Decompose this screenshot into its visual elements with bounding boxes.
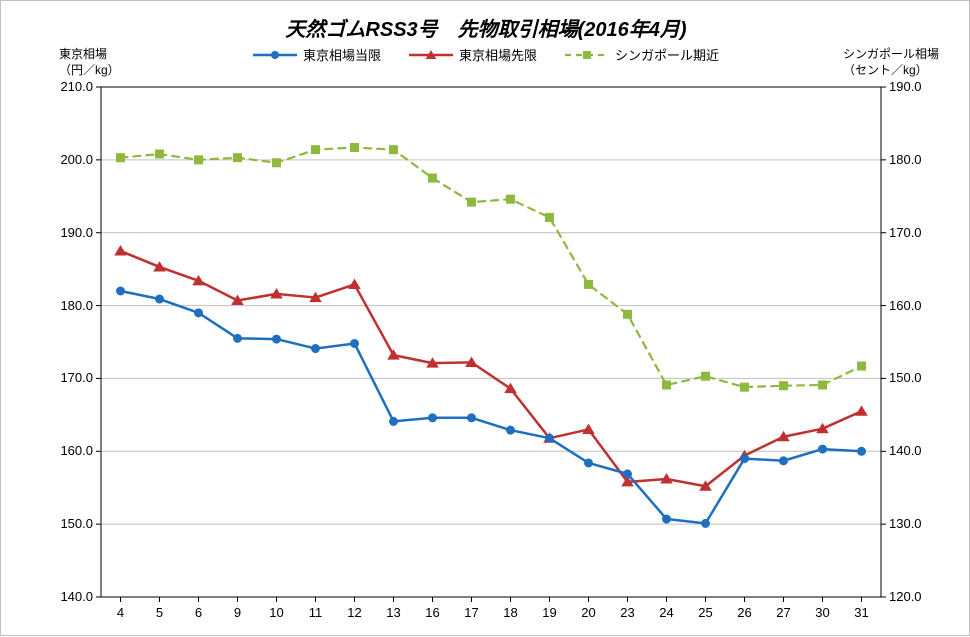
x-tick-label: 16: [418, 605, 448, 620]
y-right-tick-label: 150.0: [889, 370, 939, 385]
y-right-tick-label: 180.0: [889, 152, 939, 167]
x-tick-label: 10: [262, 605, 292, 620]
x-tick-label: 31: [847, 605, 877, 620]
x-tick-label: 20: [574, 605, 604, 620]
x-tick-label: 19: [535, 605, 565, 620]
y-right-tick-label: 160.0: [889, 298, 939, 313]
y-left-tick-label: 210.0: [43, 79, 93, 94]
chart-container: 天然ゴムRSS3号 先物取引相場(2016年4月) 東京相場 （円／kg） シン…: [0, 0, 970, 636]
series-line-singapore: [121, 147, 862, 387]
plot-area: [1, 1, 970, 637]
y-left-tick-label: 200.0: [43, 152, 93, 167]
x-tick-label: 6: [184, 605, 214, 620]
series-line-tokyo_togen: [121, 291, 862, 523]
x-tick-label: 12: [340, 605, 370, 620]
x-tick-label: 4: [106, 605, 136, 620]
x-tick-label: 30: [808, 605, 838, 620]
y-right-tick-label: 190.0: [889, 79, 939, 94]
x-tick-label: 25: [691, 605, 721, 620]
y-right-tick-label: 120.0: [889, 589, 939, 604]
x-tick-label: 17: [457, 605, 487, 620]
x-tick-label: 13: [379, 605, 409, 620]
y-right-tick-label: 170.0: [889, 225, 939, 240]
x-tick-label: 26: [730, 605, 760, 620]
y-right-tick-label: 130.0: [889, 516, 939, 531]
x-tick-label: 23: [613, 605, 643, 620]
x-tick-label: 5: [145, 605, 175, 620]
y-left-tick-label: 180.0: [43, 298, 93, 313]
y-left-tick-label: 190.0: [43, 225, 93, 240]
y-left-tick-label: 170.0: [43, 370, 93, 385]
y-right-tick-label: 140.0: [889, 443, 939, 458]
y-left-tick-label: 150.0: [43, 516, 93, 531]
y-left-tick-label: 160.0: [43, 443, 93, 458]
y-left-tick-label: 140.0: [43, 589, 93, 604]
x-tick-label: 24: [652, 605, 682, 620]
x-tick-label: 18: [496, 605, 526, 620]
x-tick-label: 11: [301, 605, 331, 620]
x-tick-label: 27: [769, 605, 799, 620]
x-tick-label: 9: [223, 605, 253, 620]
